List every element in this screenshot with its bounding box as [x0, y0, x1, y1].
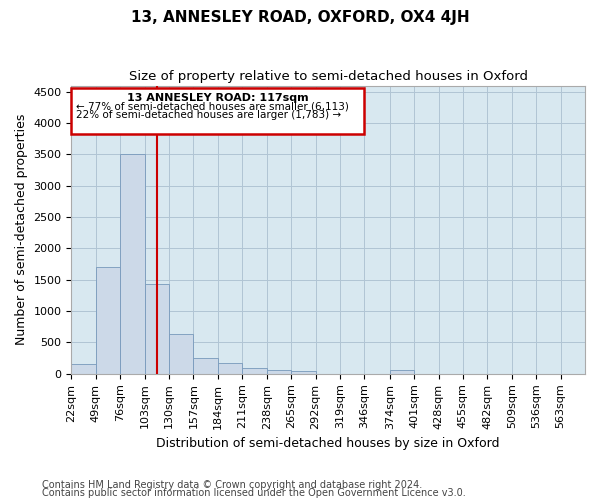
Text: 22% of semi-detached houses are larger (1,783) →: 22% of semi-detached houses are larger (…	[76, 110, 341, 120]
Text: 13 ANNESLEY ROAD: 117sqm: 13 ANNESLEY ROAD: 117sqm	[127, 93, 308, 103]
Bar	[96, 268, 120, 374]
X-axis label: Distribution of semi-detached houses by size in Oxford: Distribution of semi-detached houses by …	[157, 437, 500, 450]
Bar	[120, 154, 145, 374]
Title: Size of property relative to semi-detached houses in Oxford: Size of property relative to semi-detach…	[129, 70, 528, 83]
Text: ← 77% of semi-detached houses are smaller (6,113): ← 77% of semi-detached houses are smalle…	[76, 102, 349, 112]
Bar	[389, 370, 414, 374]
Text: Contains public sector information licensed under the Open Government Licence v3: Contains public sector information licen…	[42, 488, 466, 498]
Bar	[169, 334, 193, 374]
Y-axis label: Number of semi-detached properties: Number of semi-detached properties	[15, 114, 28, 346]
Bar	[71, 364, 96, 374]
Bar	[291, 370, 316, 374]
Bar	[193, 358, 218, 374]
Bar	[71, 88, 364, 134]
Bar	[242, 368, 267, 374]
Bar	[267, 370, 291, 374]
Bar	[145, 284, 169, 374]
Text: 13, ANNESLEY ROAD, OXFORD, OX4 4JH: 13, ANNESLEY ROAD, OXFORD, OX4 4JH	[131, 10, 469, 25]
Text: Contains HM Land Registry data © Crown copyright and database right 2024.: Contains HM Land Registry data © Crown c…	[42, 480, 422, 490]
Bar	[218, 362, 242, 374]
